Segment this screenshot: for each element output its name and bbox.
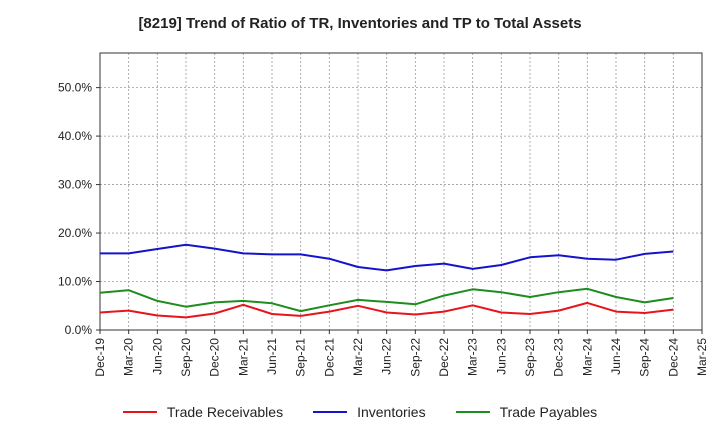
grid-lines: [99, 53, 703, 331]
x-tick-label: Dec-19: [93, 338, 107, 377]
x-tick-label: Sep-23: [523, 338, 537, 377]
x-tick-label: Dec-23: [552, 338, 566, 377]
legend-swatch: [313, 411, 348, 413]
x-tick-label: Mar-25: [695, 338, 709, 376]
legend: Trade Receivables Inventories Trade Payabl…: [0, 404, 720, 420]
y-axis-tick-labels: 0.0% 10.0% 20.0% 30.0% 40.0% 50.0%: [58, 81, 92, 337]
legend-item-trade-payables: Trade Payables: [455, 404, 598, 420]
legend-swatch: [122, 411, 157, 413]
legend-label: Trade Receivables: [166, 404, 284, 420]
x-tick-label: Sep-20: [179, 338, 193, 377]
x-tick-label: Sep-22: [408, 338, 422, 377]
x-tick-label: Mar-24: [580, 338, 594, 376]
legend-label: Trade Payables: [499, 404, 598, 420]
x-axis-tick-labels: Dec-19 Mar-20 Jun-20 Sep-20 Dec-20 Mar-21 Jun-…: [93, 338, 709, 377]
y-tick-label: 50.0%: [58, 81, 92, 95]
y-tick-label: 40.0%: [58, 129, 92, 143]
series-line-trade-payables: [99, 287, 674, 313]
x-tick-label: Sep-21: [294, 338, 308, 377]
x-tick-label: Dec-24: [666, 338, 680, 377]
x-tick-label: Jun-23: [494, 338, 508, 375]
x-tick-label: Dec-22: [437, 338, 451, 377]
x-tick-label: Jun-22: [380, 338, 394, 375]
legend-item-inventories: Inventories: [313, 404, 426, 420]
y-tick-label: 10.0%: [58, 275, 92, 289]
series-line-trade-receivables: [99, 301, 674, 319]
x-tick-label: Mar-21: [236, 338, 250, 376]
series-lines: [99, 243, 674, 319]
axes: [96, 52, 703, 334]
x-tick-label: Jun-21: [265, 338, 279, 375]
series-line-inventories: [100, 243, 674, 272]
chart-title: [8219] Trend of Ratio of TR, Inventories…: [138, 15, 582, 32]
x-tick-label: Dec-21: [322, 338, 336, 377]
x-tick-label: Sep-24: [638, 338, 652, 377]
x-tick-label: Mar-20: [122, 338, 136, 376]
y-tick-label: 20.0%: [58, 226, 92, 240]
legend-swatch: [455, 411, 490, 413]
x-tick-label: Dec-20: [208, 338, 222, 377]
x-tick-label: Jun-20: [150, 338, 164, 375]
x-tick-label: Mar-22: [351, 338, 365, 376]
x-tick-label: Mar-23: [466, 338, 480, 376]
y-tick-label: 0.0%: [65, 323, 93, 337]
legend-item-trade-receivables: Trade Receivables: [122, 404, 284, 420]
plot-frame: [99, 52, 703, 331]
legend-label: Inventories: [357, 404, 426, 420]
x-tick-label: Jun-24: [609, 338, 623, 375]
y-tick-label: 30.0%: [58, 178, 92, 192]
